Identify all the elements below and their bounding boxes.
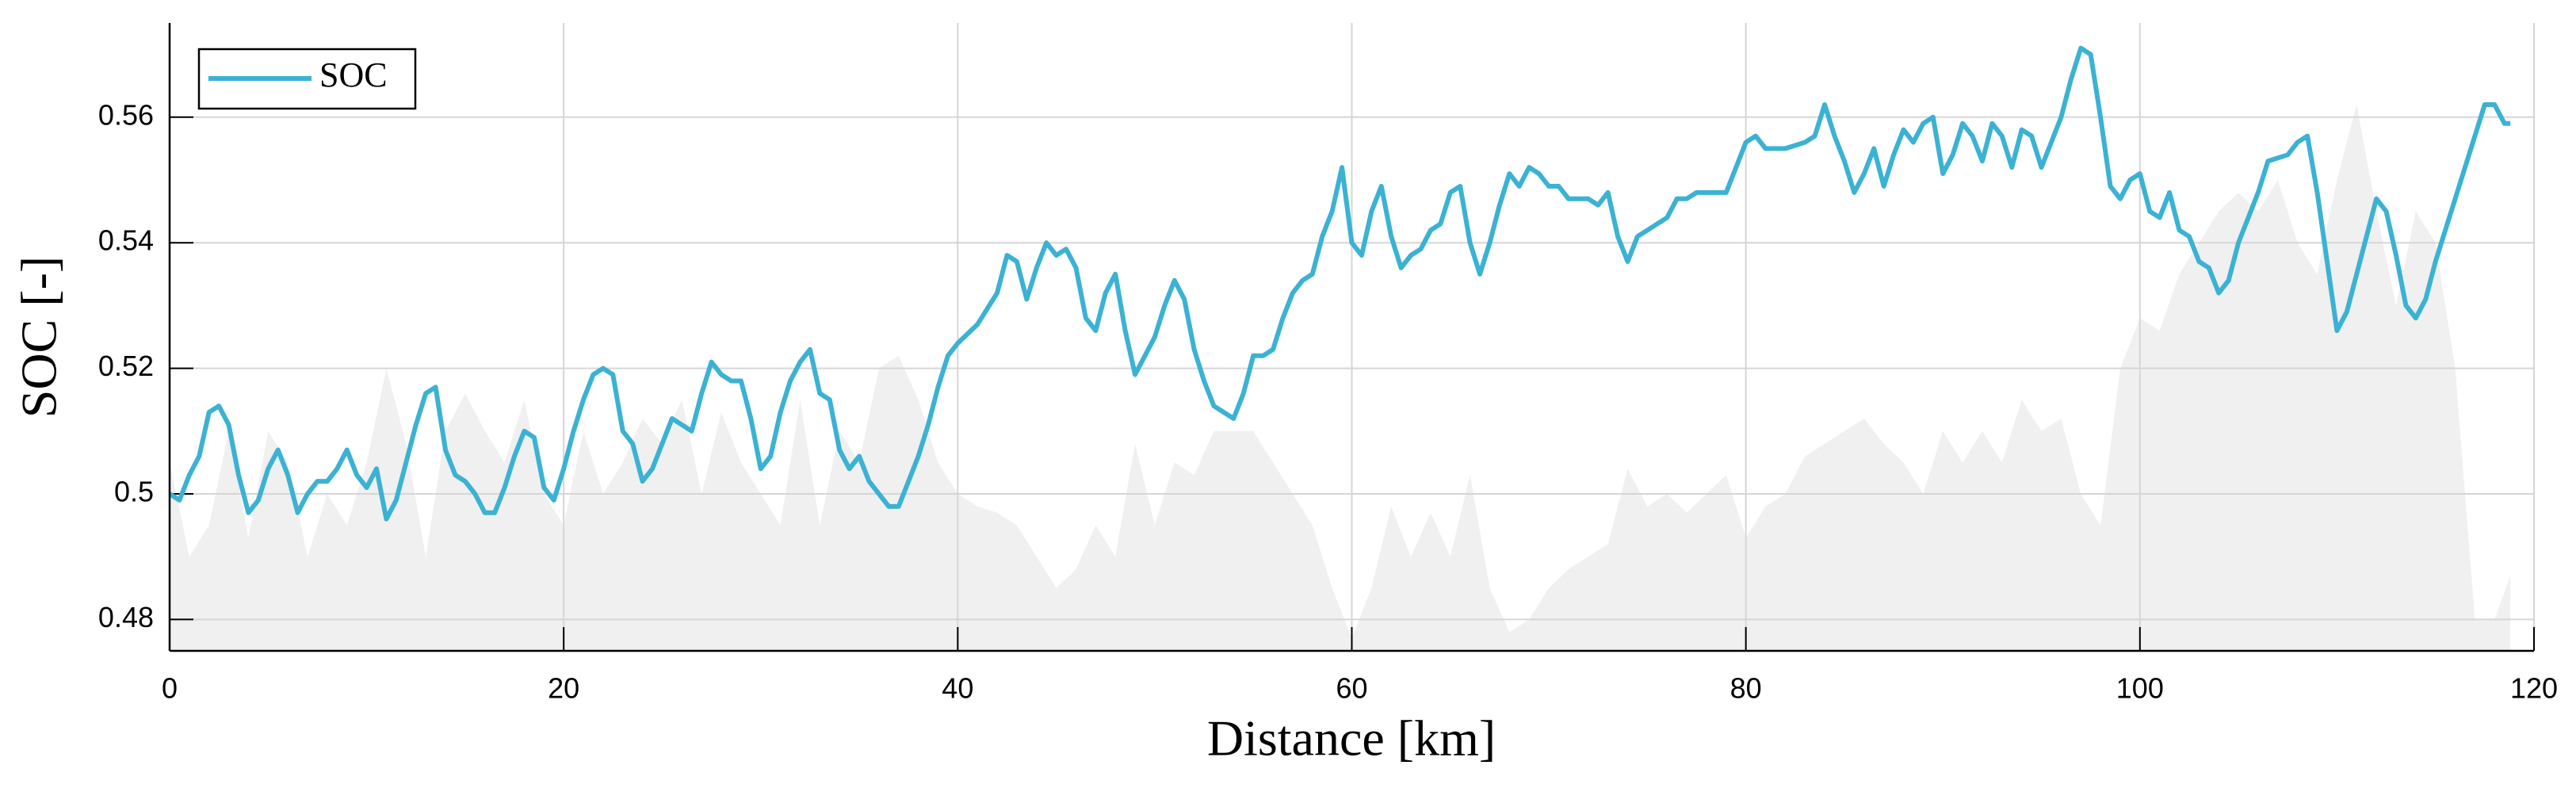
x-tick-label: 100 bbox=[2116, 672, 2164, 705]
x-tick-label: 0 bbox=[162, 672, 178, 705]
line bbox=[168, 45, 2511, 522]
x-tick-label: 20 bbox=[548, 672, 579, 705]
x-axis-label: Distance [km] bbox=[1207, 710, 1496, 767]
x-tick-label: 60 bbox=[1336, 672, 1367, 705]
y-tick-label: 0.52 bbox=[98, 350, 154, 382]
legend-label: SOC bbox=[319, 55, 388, 94]
y-tick-label: 0.54 bbox=[98, 224, 154, 257]
y-tick-label: 0.48 bbox=[98, 601, 154, 633]
x-tick-label: 40 bbox=[942, 672, 973, 705]
x-tick-label: 80 bbox=[1730, 672, 1762, 705]
area bbox=[170, 104, 2511, 651]
y-axis-label: SOC [-] bbox=[11, 256, 67, 418]
y-tick-label: 0.56 bbox=[98, 98, 154, 131]
x-tick-label: 120 bbox=[2510, 672, 2558, 705]
y-tick-label: 0.5 bbox=[114, 476, 154, 508]
